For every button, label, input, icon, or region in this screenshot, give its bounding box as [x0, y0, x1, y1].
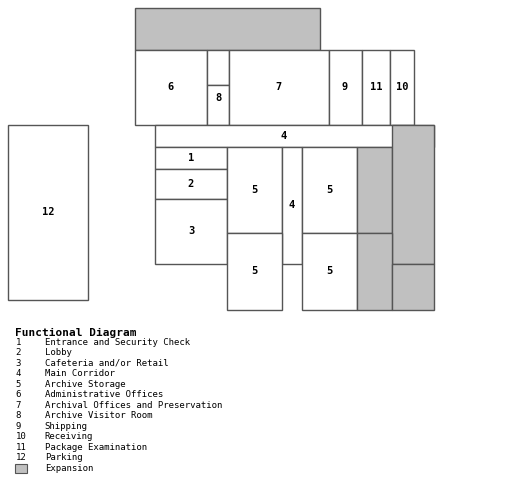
- Text: 10: 10: [396, 82, 408, 92]
- Text: 6: 6: [15, 390, 21, 399]
- Text: 12: 12: [42, 207, 54, 217]
- Text: Expansion: Expansion: [45, 464, 93, 473]
- Text: 12: 12: [15, 453, 26, 462]
- Bar: [227, 147, 282, 233]
- Text: 4: 4: [15, 369, 21, 378]
- Text: Cafeteria and/or Retail: Cafeteria and/or Retail: [45, 358, 169, 368]
- Text: 1: 1: [188, 153, 194, 163]
- Bar: [207, 85, 229, 125]
- Bar: [390, 50, 414, 125]
- Bar: [229, 50, 329, 125]
- Text: 8: 8: [215, 93, 221, 103]
- Text: 2: 2: [15, 348, 21, 357]
- Text: 7: 7: [276, 82, 282, 92]
- Text: 5: 5: [251, 185, 257, 195]
- Text: Parking: Parking: [45, 453, 82, 462]
- Bar: [155, 147, 227, 169]
- Bar: [155, 199, 227, 264]
- Text: 4: 4: [289, 200, 295, 210]
- Text: 5: 5: [326, 185, 332, 195]
- Text: 4: 4: [281, 131, 287, 141]
- Bar: [357, 147, 392, 233]
- Bar: [155, 169, 227, 199]
- Bar: [15, 464, 27, 473]
- Bar: [135, 50, 207, 125]
- Text: Archive Visitor Room: Archive Visitor Room: [45, 411, 152, 420]
- Bar: [414, 125, 434, 147]
- Text: 10: 10: [15, 432, 26, 441]
- Text: 1: 1: [15, 337, 21, 346]
- Text: Archival Offices and Preservation: Archival Offices and Preservation: [45, 401, 222, 410]
- Text: Main Corridor: Main Corridor: [45, 369, 114, 378]
- Text: Receiving: Receiving: [45, 432, 93, 441]
- Bar: [357, 233, 392, 310]
- Text: Functional Diagram: Functional Diagram: [15, 328, 137, 338]
- Text: 11: 11: [370, 82, 382, 92]
- Bar: [282, 147, 302, 264]
- Text: Archive Storage: Archive Storage: [45, 380, 125, 389]
- Text: 11: 11: [15, 443, 26, 452]
- Text: 2: 2: [188, 179, 194, 189]
- Text: 6: 6: [168, 82, 174, 92]
- Text: 5: 5: [326, 266, 332, 276]
- Bar: [392, 264, 434, 310]
- Text: 3: 3: [15, 358, 21, 368]
- Bar: [392, 125, 434, 264]
- Text: 5: 5: [15, 380, 21, 389]
- Text: 8: 8: [15, 411, 21, 420]
- Bar: [302, 147, 357, 233]
- Text: 9: 9: [342, 82, 348, 92]
- Text: Entrance and Security Check: Entrance and Security Check: [45, 337, 190, 346]
- Text: Shipping: Shipping: [45, 421, 88, 430]
- Bar: [329, 50, 362, 125]
- Text: 7: 7: [15, 401, 21, 410]
- Bar: [8, 125, 88, 300]
- Bar: [207, 50, 229, 85]
- Bar: [362, 50, 390, 125]
- Text: 3: 3: [188, 226, 194, 236]
- Bar: [155, 125, 414, 147]
- Text: 9: 9: [15, 421, 21, 430]
- Bar: [135, 8, 320, 50]
- Text: 5: 5: [251, 266, 257, 276]
- Bar: [302, 233, 357, 310]
- Bar: [227, 233, 282, 310]
- Text: Administrative Offices: Administrative Offices: [45, 390, 163, 399]
- Text: Package Examination: Package Examination: [45, 443, 147, 452]
- Text: Lobby: Lobby: [45, 348, 72, 357]
